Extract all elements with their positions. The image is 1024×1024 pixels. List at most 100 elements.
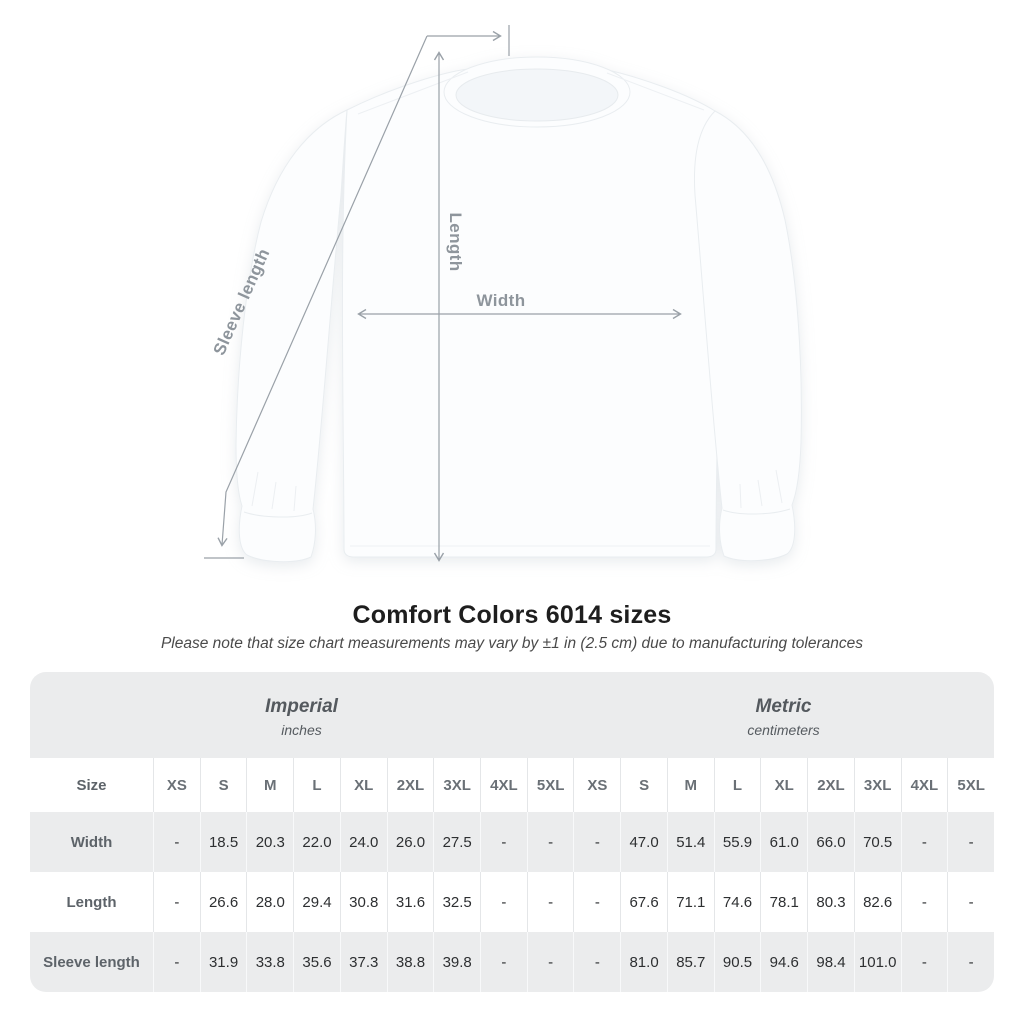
size-header-cell: S [620, 758, 667, 812]
measure-row-label: Width [30, 812, 153, 872]
measure-value-cell: 37.3 [339, 932, 387, 992]
shirt-right-sleeve [693, 110, 802, 562]
dimension-lines [204, 25, 682, 562]
size-header-cell: S [199, 758, 247, 812]
left-cuff-gathers [251, 471, 297, 512]
measure-value-cell: 51.4 [666, 812, 714, 872]
measure-value-cell: - [573, 812, 621, 872]
measure-value-cell: - [526, 932, 574, 992]
measure-value-cell: 35.6 [293, 932, 340, 992]
measure-value-cell: 70.5 [853, 812, 901, 872]
measure-value-cell: 66.0 [807, 812, 854, 872]
size-header-cell: 3XL [853, 758, 901, 812]
size-header-cell: L [713, 758, 761, 812]
imperial-title: Imperial [265, 696, 338, 717]
size-header-cell: 4XL [900, 758, 948, 812]
measure-value-cell: 22.0 [293, 812, 340, 872]
measure-value-cell: 32.5 [433, 872, 481, 932]
measure-value-cell: - [947, 932, 994, 992]
measure-value-cell: 31.6 [386, 872, 434, 932]
measure-value-cell: 80.3 [807, 872, 854, 932]
measure-value-cell: - [947, 872, 994, 932]
measure-value-cell: 71.1 [666, 872, 714, 932]
size-header-cell: 4XL [480, 758, 527, 812]
size-header-cell: 5XL [526, 758, 574, 812]
size-header-cell: 2XL [386, 758, 434, 812]
measure-value-cell: - [480, 932, 527, 992]
shoulder-seam-left [357, 71, 469, 115]
measure-value-cell: - [480, 872, 527, 932]
size-header-cell: 2XL [807, 758, 854, 812]
metric-header: Metric centimeters [573, 672, 994, 758]
measure-value-cell: 55.9 [713, 812, 761, 872]
width-label: Width [476, 291, 526, 310]
measure-value-cell: 81.0 [620, 932, 667, 992]
measure-value-cell: - [573, 872, 621, 932]
right-cuff-seam [722, 508, 791, 515]
tolerance-note: Please note that size chart measurements… [160, 635, 864, 652]
measure-value-cell: 74.6 [713, 872, 761, 932]
measure-value-cell: 26.6 [199, 872, 247, 932]
size-header-cell: XS [153, 758, 200, 812]
measure-value-cell: 24.0 [339, 812, 387, 872]
measure-value-cell: 29.4 [293, 872, 340, 932]
measurements-grid: Size XS S M L XL 2XL 3XL 4XL 5XL XS S M L XL 2XL 3XL 4XL 5… [30, 758, 994, 992]
imperial-header: Imperial inches [30, 672, 573, 758]
shirt-collar-opening [455, 68, 619, 122]
measure-value-cell: - [947, 812, 994, 872]
measure-value-cell: 39.8 [433, 932, 481, 992]
page-title: Comfort Colors 6014 sizes [352, 601, 672, 629]
garment-diagram [204, 25, 802, 563]
measure-row-label: Length [30, 872, 153, 932]
measure-value-cell: 61.0 [760, 812, 808, 872]
measure-value-cell: 28.0 [246, 872, 294, 932]
measure-value-cell: 67.6 [620, 872, 667, 932]
size-chart-table: Imperial inches Metric centimeters Size X… [30, 672, 994, 992]
measure-value-cell: 31.9 [199, 932, 247, 992]
unit-band: Imperial inches Metric centimeters [30, 672, 994, 758]
measure-value-cell: - [900, 932, 948, 992]
shirt-left-sleeve [235, 109, 348, 563]
size-header-cell: M [246, 758, 294, 812]
measure-value-cell: 33.8 [246, 932, 294, 992]
measure-value-cell: 27.5 [433, 812, 481, 872]
measure-value-cell: - [480, 812, 527, 872]
measure-value-cell: 85.7 [666, 932, 714, 992]
measure-value-cell: 78.1 [760, 872, 808, 932]
size-header-cell: M [666, 758, 714, 812]
size-header-cell: XL [339, 758, 387, 812]
right-cuff-gathers [739, 469, 783, 509]
size-header-cell: XL [760, 758, 808, 812]
length-label: Length [446, 212, 465, 272]
metric-title: Metric [755, 696, 812, 717]
metric-unit: centimeters [747, 722, 820, 738]
measure-value-cell: - [153, 932, 200, 992]
shoulder-seam-right [606, 72, 705, 111]
measure-value-cell: 98.4 [807, 932, 854, 992]
measure-value-cell: 30.8 [339, 872, 387, 932]
measure-value-cell: 82.6 [853, 872, 901, 932]
measure-value-cell: - [526, 872, 574, 932]
measure-value-cell: 18.5 [199, 812, 247, 872]
measure-value-cell: - [526, 812, 574, 872]
size-header-cell: XS [573, 758, 621, 812]
size-header-cell: 3XL [433, 758, 481, 812]
measure-row-label: Sleeve length [30, 932, 153, 992]
measure-value-cell: 26.0 [386, 812, 434, 872]
measure-value-cell: - [153, 812, 200, 872]
measure-value-cell: 20.3 [246, 812, 294, 872]
left-cuff-seam [243, 511, 313, 518]
measure-value-cell: - [573, 932, 621, 992]
measure-value-cell: - [153, 872, 200, 932]
measure-value-cell: - [900, 872, 948, 932]
size-header-cell: L [293, 758, 340, 812]
size-header-cell: 5XL [947, 758, 994, 812]
measure-value-cell: - [900, 812, 948, 872]
measure-value-cell: 38.8 [386, 932, 434, 992]
size-column-header: Size [30, 758, 153, 812]
measure-value-cell: 90.5 [713, 932, 761, 992]
sleeve-length-line [217, 35, 428, 547]
measure-value-cell: 47.0 [620, 812, 667, 872]
measure-value-cell: 101.0 [853, 932, 901, 992]
